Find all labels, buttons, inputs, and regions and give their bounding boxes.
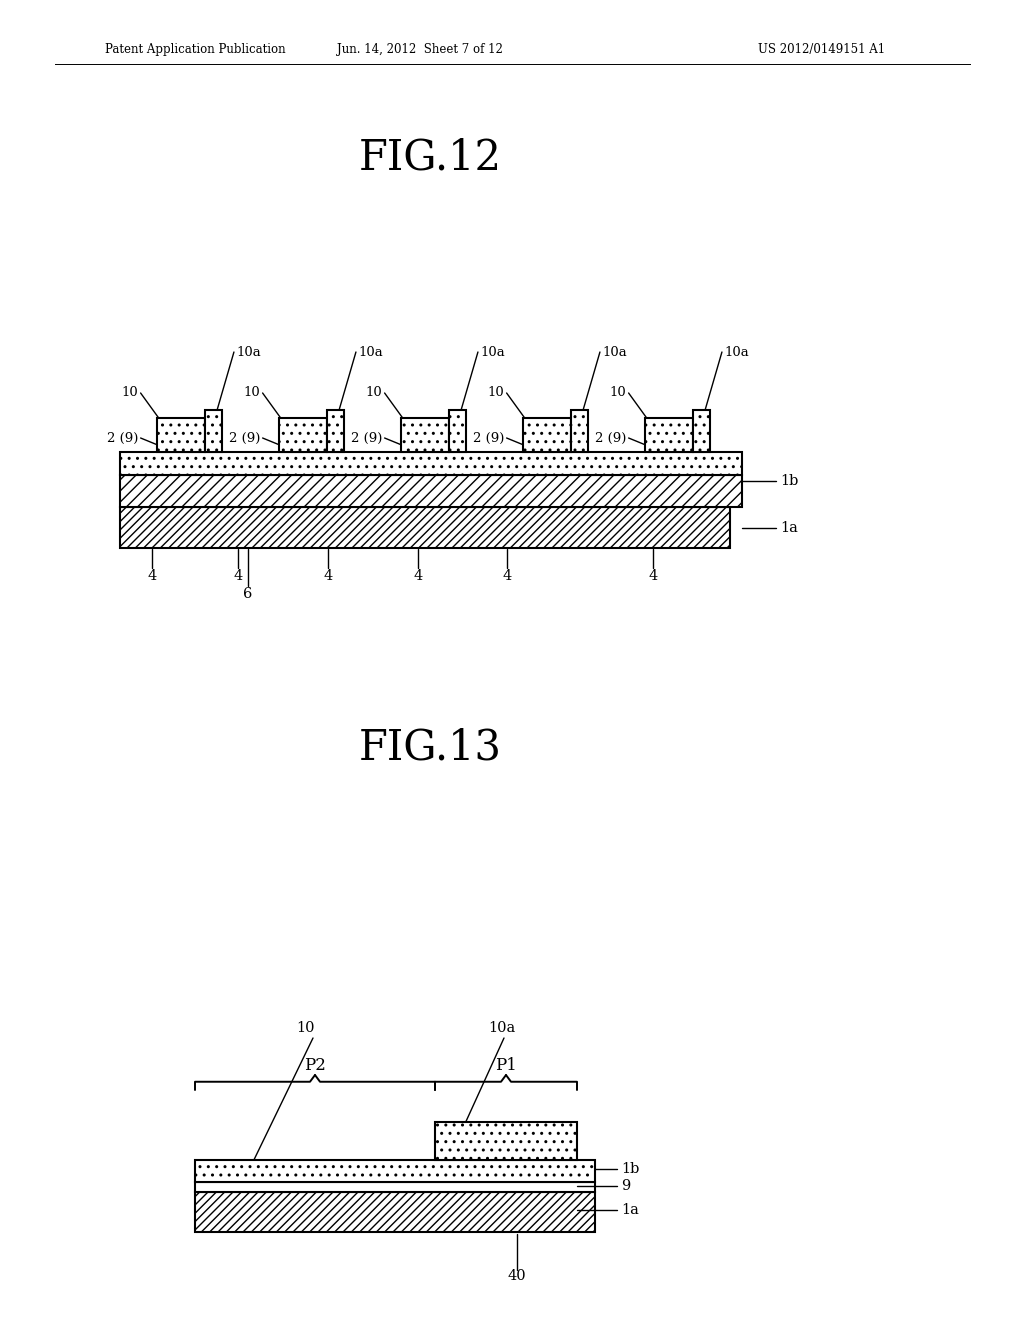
Bar: [279, 418, 328, 451]
Text: 1b: 1b: [780, 474, 799, 488]
Text: FIG.12: FIG.12: [358, 137, 502, 180]
Text: P1: P1: [495, 1057, 517, 1074]
Bar: [450, 411, 467, 451]
Bar: [206, 411, 222, 451]
Bar: [120, 507, 730, 548]
Text: 2 (9): 2 (9): [473, 432, 505, 445]
Text: 6: 6: [244, 587, 253, 601]
Text: 10a: 10a: [724, 346, 749, 359]
Text: 10: 10: [366, 387, 383, 400]
Text: 10a: 10a: [480, 346, 505, 359]
Bar: [195, 1192, 595, 1232]
Text: 4: 4: [503, 569, 512, 583]
Bar: [120, 507, 730, 548]
Bar: [522, 418, 571, 451]
Bar: [693, 411, 711, 451]
Text: 10: 10: [487, 387, 505, 400]
Bar: [195, 1181, 595, 1192]
Text: P2: P2: [304, 1057, 326, 1074]
Text: 4: 4: [233, 569, 243, 583]
Text: 1b: 1b: [621, 1162, 639, 1176]
Text: 4: 4: [648, 569, 657, 583]
Bar: [400, 418, 450, 451]
Text: 2 (9): 2 (9): [351, 432, 383, 445]
Bar: [435, 1122, 577, 1160]
Text: 10a: 10a: [358, 346, 383, 359]
Bar: [571, 411, 589, 451]
Text: 2 (9): 2 (9): [108, 432, 138, 445]
Bar: [195, 1160, 595, 1181]
Text: 2 (9): 2 (9): [595, 432, 627, 445]
Bar: [157, 418, 206, 451]
Text: 10: 10: [610, 387, 627, 400]
Text: 9: 9: [621, 1179, 630, 1193]
Bar: [120, 475, 742, 507]
Text: 40: 40: [508, 1269, 526, 1283]
Text: 10: 10: [296, 1020, 314, 1035]
Text: 4: 4: [324, 569, 333, 583]
Text: FIG.13: FIG.13: [358, 727, 502, 770]
Text: 10: 10: [122, 387, 138, 400]
Bar: [644, 418, 693, 451]
Text: Patent Application Publication: Patent Application Publication: [105, 44, 286, 57]
Text: 4: 4: [147, 569, 157, 583]
Bar: [195, 1192, 595, 1232]
Text: Jun. 14, 2012  Sheet 7 of 12: Jun. 14, 2012 Sheet 7 of 12: [337, 44, 503, 57]
Text: 2 (9): 2 (9): [229, 432, 260, 445]
Text: 10: 10: [244, 387, 260, 400]
Bar: [328, 411, 344, 451]
Text: US 2012/0149151 A1: US 2012/0149151 A1: [758, 44, 885, 57]
Text: 10a: 10a: [602, 346, 627, 359]
Text: 10a: 10a: [236, 346, 261, 359]
Text: 1a: 1a: [621, 1203, 639, 1217]
Text: 1a: 1a: [780, 521, 798, 535]
Text: 4: 4: [414, 569, 423, 583]
Bar: [120, 451, 742, 475]
Text: 10a: 10a: [488, 1020, 516, 1035]
